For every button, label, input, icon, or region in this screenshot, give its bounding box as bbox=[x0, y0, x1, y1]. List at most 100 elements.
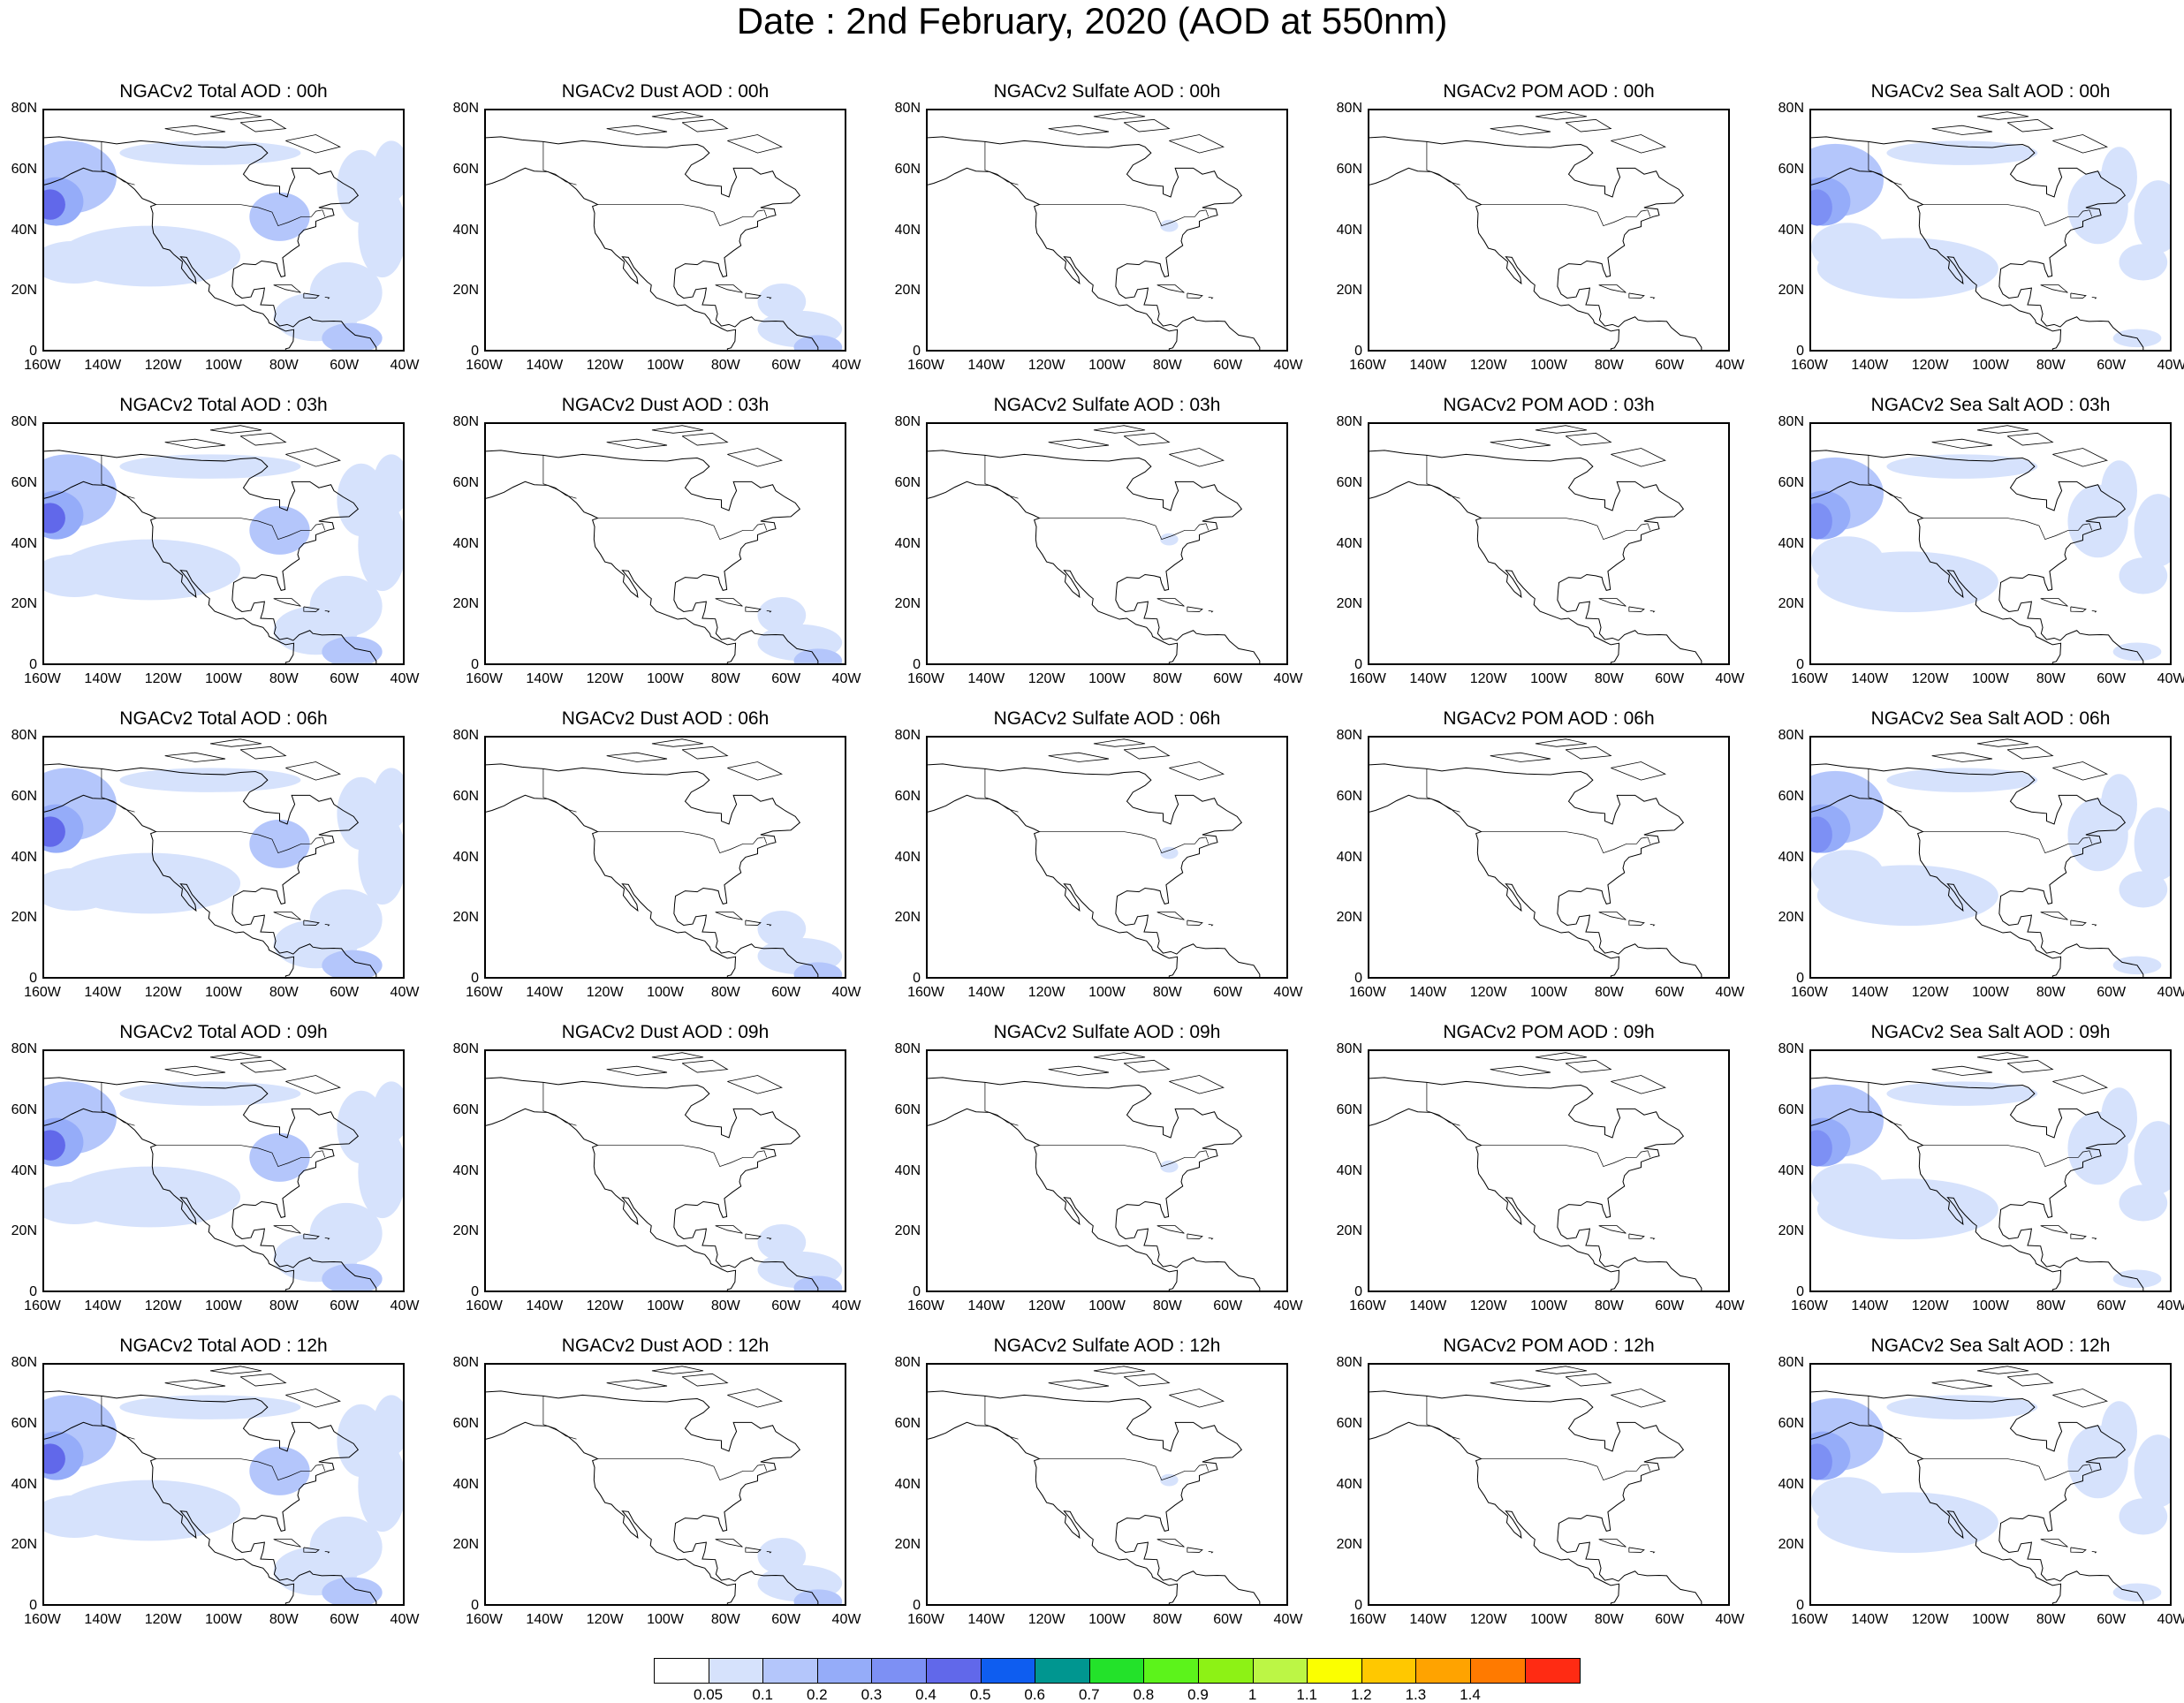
colorbar-swatch bbox=[817, 1659, 873, 1683]
national-border bbox=[155, 204, 326, 227]
national-border bbox=[1481, 831, 1651, 854]
island-outline bbox=[164, 1379, 226, 1389]
aod-patch bbox=[793, 1589, 843, 1604]
lat-tick-label: 40N bbox=[1778, 222, 1804, 238]
lat-tick-label: 20N bbox=[1778, 1537, 1804, 1553]
panel-title: NGACv2 Total AOD : 03h bbox=[119, 395, 328, 415]
aod-patch bbox=[44, 554, 117, 597]
island-outline bbox=[2091, 924, 2097, 927]
national-border bbox=[1426, 455, 1460, 499]
lat-tick-label: 60N bbox=[1778, 1415, 1804, 1431]
coastline bbox=[1369, 1390, 1702, 1604]
colorbar-label: 0.5 bbox=[969, 1686, 991, 1703]
island-outline bbox=[2091, 610, 2097, 613]
island-outline bbox=[1187, 1547, 1203, 1553]
island-outline bbox=[164, 438, 226, 449]
island-outline bbox=[239, 746, 287, 760]
national-border bbox=[155, 518, 326, 541]
aod-patch bbox=[757, 1223, 807, 1261]
map-canvas bbox=[1811, 738, 2170, 977]
lat-tick-label: 40N bbox=[11, 849, 37, 865]
colorbar-label: 1.2 bbox=[1350, 1686, 1372, 1703]
colorbar-swatch bbox=[981, 1659, 1036, 1683]
island-outline bbox=[1169, 1389, 1225, 1408]
national-border bbox=[984, 141, 1019, 185]
map-canvas bbox=[44, 738, 403, 977]
lat-tick-label: 80N bbox=[894, 414, 921, 429]
island-outline bbox=[1611, 1389, 1666, 1408]
island-outline bbox=[1649, 924, 1656, 927]
lat-tick-label: 80N bbox=[1336, 728, 1362, 743]
island-outline bbox=[2052, 448, 2108, 467]
island-outline bbox=[606, 1065, 668, 1076]
colorbar-swatch bbox=[1470, 1659, 1526, 1683]
national-border bbox=[155, 1145, 326, 1168]
lat-tick-label: 0 bbox=[471, 344, 479, 359]
lon-tick-label: 40W bbox=[831, 1612, 861, 1627]
lat-tick-label: 40N bbox=[894, 1476, 921, 1492]
map-canvas bbox=[928, 1366, 1261, 1604]
lon-tick-label: 60W bbox=[1213, 1298, 1243, 1313]
lat-tick-label: 0 bbox=[29, 657, 37, 672]
lat-tick-label: 80N bbox=[1336, 414, 1362, 429]
island-outline bbox=[745, 292, 762, 299]
lon-tick-label: 100W bbox=[647, 1612, 684, 1627]
island-outline bbox=[1535, 425, 1588, 434]
national-border bbox=[597, 1458, 768, 1481]
lon-tick-label: 100W bbox=[1088, 1298, 1126, 1313]
island-outline bbox=[1598, 1225, 1627, 1234]
island-outline bbox=[2070, 1547, 2087, 1553]
lon-tick-label: 80W bbox=[2036, 1612, 2066, 1627]
lon-tick-label: 100W bbox=[1088, 358, 1126, 373]
lon-tick-label: 40W bbox=[2157, 671, 2184, 686]
map-canvas bbox=[486, 1366, 843, 1604]
lon-tick-label: 120W bbox=[1028, 985, 1065, 1000]
lon-tick-label: 80W bbox=[269, 671, 299, 686]
aod-patch bbox=[322, 636, 383, 663]
lon-tick-label: 160W bbox=[907, 358, 944, 373]
national-border bbox=[1426, 768, 1460, 813]
aod-patch bbox=[119, 454, 301, 479]
map-frame bbox=[42, 736, 405, 979]
lon-tick-label: 40W bbox=[2157, 1298, 2184, 1313]
lon-tick-label: 160W bbox=[24, 358, 61, 373]
map-frame bbox=[1368, 736, 1730, 979]
lon-tick-label: 40W bbox=[1273, 985, 1303, 1000]
lat-tick-label: 20N bbox=[11, 596, 37, 612]
aod-patch bbox=[1886, 454, 2038, 479]
lon-tick-label: 100W bbox=[647, 985, 684, 1000]
aod-patch bbox=[249, 1132, 310, 1182]
aod-patch bbox=[44, 1495, 117, 1538]
lon-tick-label: 140W bbox=[1409, 985, 1447, 1000]
aod-patch bbox=[373, 140, 403, 202]
island-outline bbox=[2052, 1075, 2108, 1094]
lon-tick-label: 120W bbox=[1911, 1612, 1949, 1627]
island-outline bbox=[1187, 1233, 1203, 1239]
lon-tick-label: 60W bbox=[1213, 358, 1243, 373]
coastline bbox=[1369, 763, 1702, 977]
colorbar-swatch bbox=[1035, 1659, 1090, 1683]
aod-patch bbox=[337, 149, 386, 223]
island-outline bbox=[1931, 752, 1993, 762]
lon-tick-label: 120W bbox=[1028, 1612, 1065, 1627]
lon-tick-label: 160W bbox=[1791, 985, 1828, 1000]
island-outline bbox=[681, 118, 729, 132]
island-outline bbox=[745, 606, 762, 612]
map-canvas bbox=[928, 738, 1261, 977]
aod-patch bbox=[322, 950, 383, 977]
map-canvas bbox=[1811, 425, 2170, 663]
map-canvas bbox=[44, 1052, 403, 1290]
colorbar-label: 0.05 bbox=[694, 1686, 724, 1703]
island-outline bbox=[2052, 1389, 2108, 1408]
island-outline bbox=[1187, 606, 1203, 612]
island-outline bbox=[324, 1551, 330, 1554]
coastline bbox=[486, 450, 819, 663]
lon-tick-label: 140W bbox=[1851, 358, 1889, 373]
lon-tick-label: 60W bbox=[1655, 1298, 1685, 1313]
national-border bbox=[1039, 518, 1210, 541]
island-outline bbox=[1611, 1075, 1666, 1094]
lon-tick-label: 120W bbox=[1911, 985, 1949, 1000]
island-outline bbox=[209, 738, 262, 747]
coastline bbox=[44, 450, 377, 663]
lat-tick-label: 40N bbox=[1336, 535, 1362, 551]
